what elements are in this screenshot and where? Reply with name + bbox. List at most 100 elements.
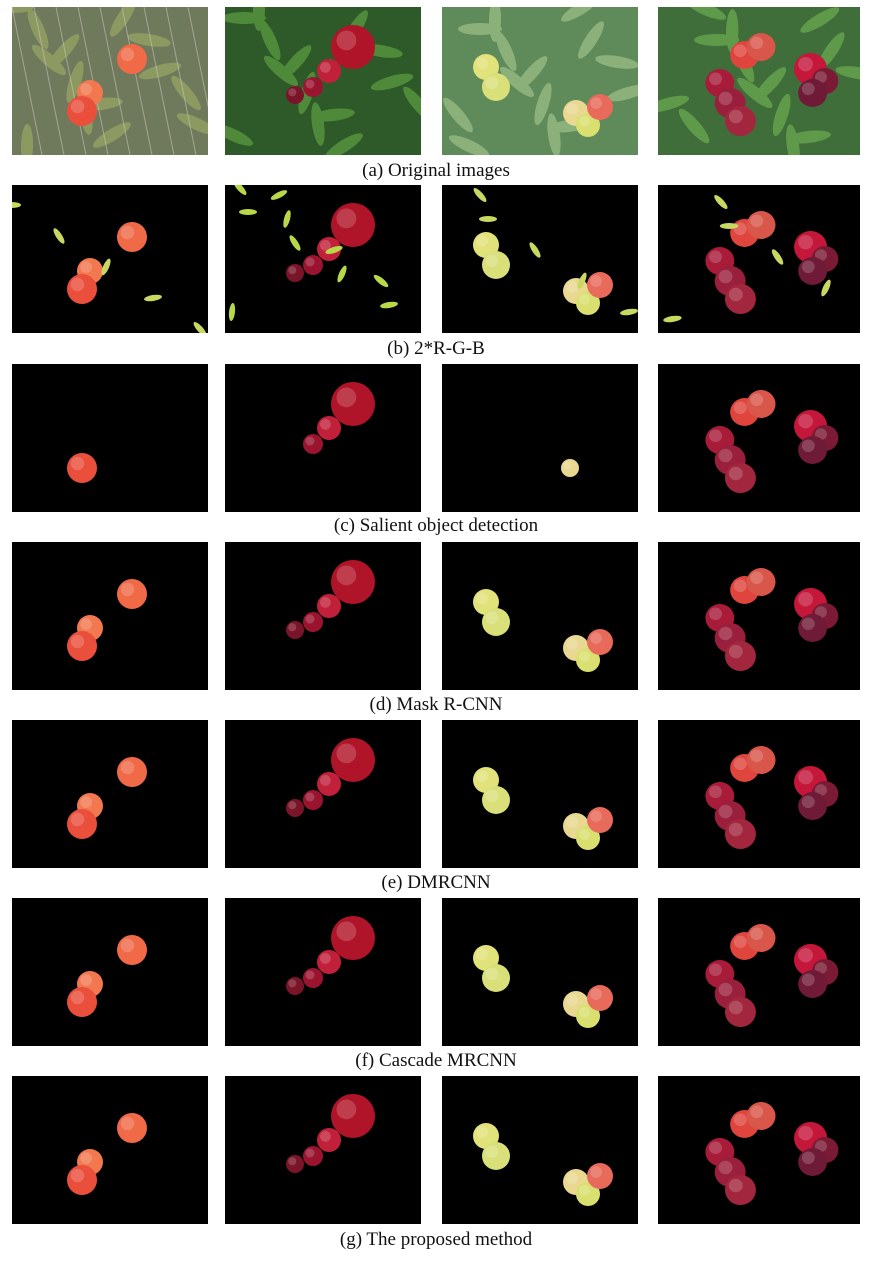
fruit xyxy=(798,79,828,107)
leaf xyxy=(817,32,845,70)
segmented-fruit xyxy=(482,1142,510,1170)
proposed-caption: (g) The proposed method xyxy=(339,1229,533,1250)
segmented-fruit xyxy=(724,463,756,493)
salient-image-3 xyxy=(442,364,638,512)
leaf-fragment xyxy=(337,265,347,283)
leaf xyxy=(370,73,414,91)
leaf xyxy=(48,34,80,68)
maskrcnn-caption: (d) Mask R-CNN xyxy=(369,694,503,715)
leaf-fragment xyxy=(325,246,343,254)
fruit xyxy=(317,59,341,83)
segmented-fruit xyxy=(482,786,510,814)
fruit xyxy=(67,96,97,126)
segmented-fruit xyxy=(303,790,323,810)
leaf xyxy=(516,56,548,90)
branch xyxy=(33,7,65,155)
leaf xyxy=(225,124,254,146)
leaf xyxy=(403,86,421,122)
dmrcnn-image-1 xyxy=(12,720,208,868)
segmented-fruit xyxy=(798,614,828,642)
segmented-fruit xyxy=(303,434,323,454)
segmented-fruit xyxy=(724,641,756,671)
leaf xyxy=(138,62,182,80)
leaf xyxy=(835,66,860,80)
leaf xyxy=(176,113,208,135)
dmrcnn-image-2 xyxy=(225,720,421,868)
leaf xyxy=(31,44,67,76)
leaf xyxy=(263,55,299,87)
segmented-fruit xyxy=(482,964,510,992)
segmented-fruit xyxy=(331,1094,375,1138)
original-image-1 xyxy=(12,7,208,155)
segmented-fruit xyxy=(286,799,304,817)
leaf xyxy=(311,108,355,122)
leaf xyxy=(325,133,363,155)
leaf-fragment xyxy=(663,315,682,323)
segmented-fruit xyxy=(303,255,323,275)
proposed-image-2 xyxy=(225,1076,421,1224)
segmented-fruit xyxy=(746,924,776,952)
mask-background xyxy=(12,364,208,512)
leaf xyxy=(171,75,201,111)
salient-caption: (c) Salient object detection xyxy=(333,515,539,536)
leaf xyxy=(726,9,739,53)
segmented-fruit xyxy=(117,757,147,787)
leaf-fragment xyxy=(53,228,65,244)
leaf xyxy=(252,7,266,31)
rgb-image-2 xyxy=(225,185,421,333)
leaf xyxy=(578,21,604,59)
dmrcnn-image-4 xyxy=(658,720,860,868)
original-image-4 xyxy=(658,7,860,155)
dmrcnn-image-3 xyxy=(442,720,638,868)
original-image-3 xyxy=(442,7,638,155)
fruit xyxy=(331,25,375,69)
proposed-image-4 xyxy=(658,1076,860,1224)
rgb-image-4 xyxy=(658,185,860,333)
segmented-fruit xyxy=(117,579,147,609)
mask-background xyxy=(442,1076,638,1224)
segmented-fruit xyxy=(561,459,579,477)
segmented-fruit xyxy=(67,1165,97,1195)
leaf xyxy=(443,97,473,133)
segmented-fruit xyxy=(576,291,600,315)
mask-background xyxy=(442,185,638,333)
segmented-fruit xyxy=(303,612,323,632)
leaf xyxy=(534,82,552,126)
leaf xyxy=(259,19,281,61)
mask-background xyxy=(442,364,638,512)
maskrcnn-image-4 xyxy=(658,542,860,690)
segmented-fruit xyxy=(331,738,375,782)
leaf-fragment xyxy=(719,223,739,229)
leaf-fragment xyxy=(12,202,21,208)
segmented-fruit xyxy=(798,257,828,285)
leaf xyxy=(127,33,171,47)
leaf xyxy=(499,66,535,98)
leaf-fragment xyxy=(714,195,728,209)
segmented-fruit xyxy=(331,560,375,604)
original-caption: (a) Original images xyxy=(362,160,510,181)
leaf xyxy=(448,135,490,155)
segmented-fruit xyxy=(286,1155,304,1173)
segmented-fruit xyxy=(482,251,510,279)
branch xyxy=(12,7,43,155)
leaf xyxy=(684,7,727,20)
branch xyxy=(99,7,131,155)
branch xyxy=(187,7,208,109)
rgb-image-1 xyxy=(12,185,208,333)
leaf xyxy=(737,77,773,109)
branch xyxy=(143,7,175,155)
salient-image-1 xyxy=(12,364,208,512)
segmented-fruit xyxy=(317,416,341,440)
segmented-fruit xyxy=(67,987,97,1017)
leaf xyxy=(12,7,34,13)
segmented-fruit xyxy=(587,272,613,298)
cascade-image-2 xyxy=(225,898,421,1046)
leaf-fragment xyxy=(771,249,784,265)
leaf-fragment xyxy=(821,279,831,297)
segmented-fruit xyxy=(331,916,375,960)
leaf-fragment xyxy=(193,322,207,333)
leaf-fragment xyxy=(270,190,288,200)
salient-image-2 xyxy=(225,364,421,512)
segmented-fruit xyxy=(724,819,756,849)
cascade-image-3 xyxy=(442,898,638,1046)
